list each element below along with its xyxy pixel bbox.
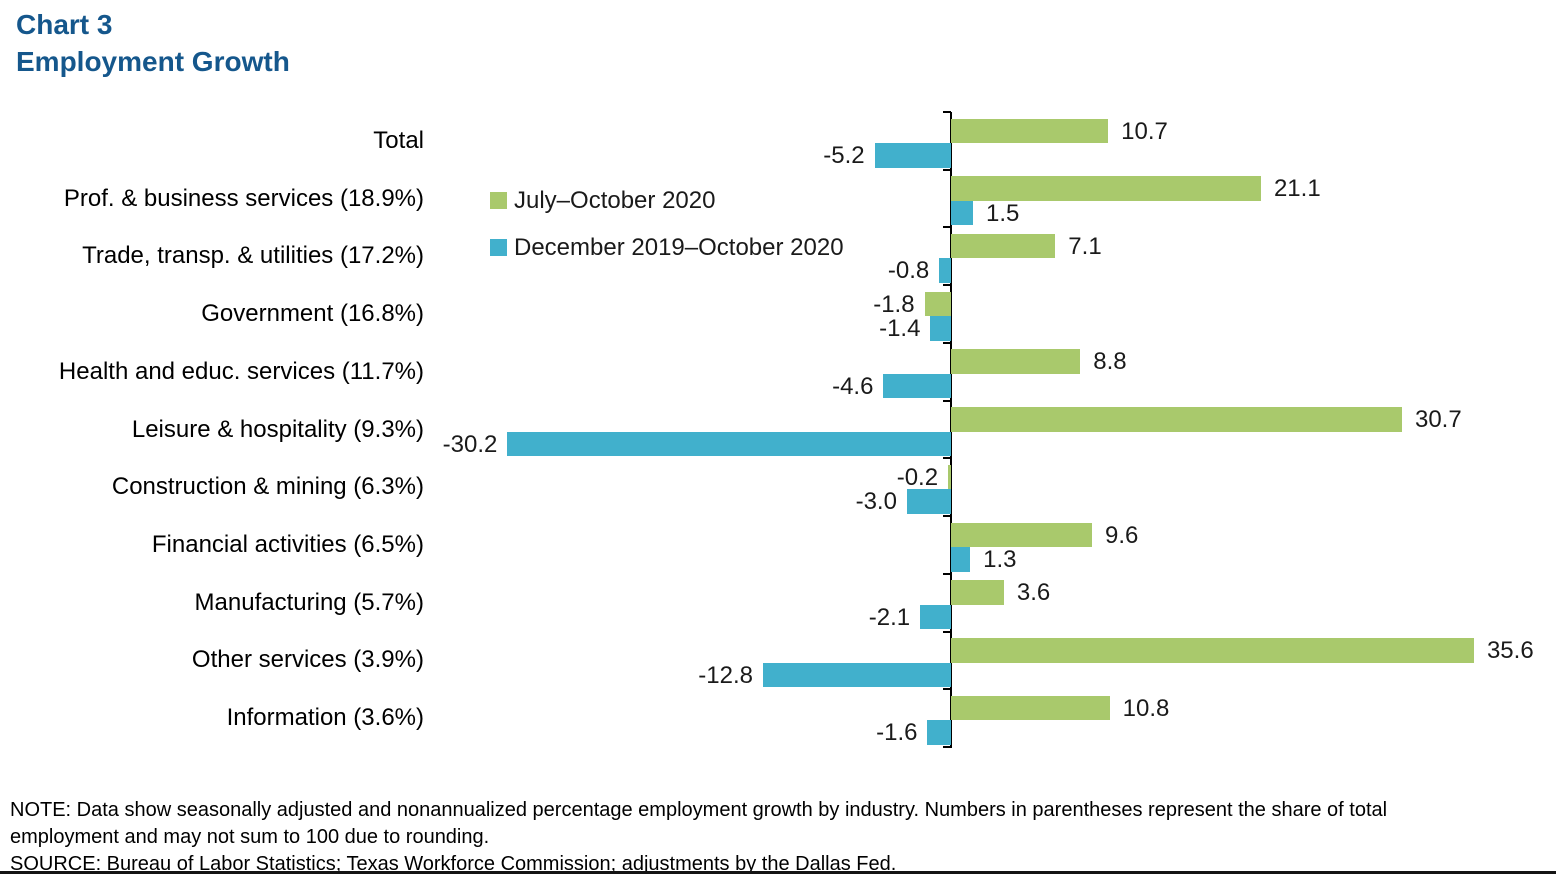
value-label: 8.8 bbox=[1093, 348, 1127, 376]
bar-december-october bbox=[930, 316, 951, 341]
bar-december-october bbox=[927, 720, 951, 745]
value-label: -12.8 bbox=[698, 661, 753, 689]
category-label: Construction & mining (6.3%) bbox=[111, 473, 424, 501]
value-label: -2.1 bbox=[868, 603, 911, 631]
chart-number: Chart 3 bbox=[16, 9, 113, 40]
category-label: Information (3.6%) bbox=[226, 704, 424, 732]
category-label: Trade, transp. & utilities (17.2%) bbox=[82, 242, 424, 270]
category-label: Financial activities (6.5%) bbox=[151, 530, 424, 558]
axis-tick bbox=[943, 515, 951, 518]
axis-tick bbox=[943, 399, 951, 402]
axis-tick bbox=[943, 688, 951, 691]
category-label: Government (16.8%) bbox=[201, 300, 424, 328]
category-label: Prof. & business services (18.9%) bbox=[63, 184, 424, 212]
axis-tick bbox=[943, 572, 951, 575]
value-label: -4.6 bbox=[832, 372, 874, 400]
bar-july-october bbox=[924, 291, 951, 317]
value-label: 10.7 bbox=[1121, 117, 1168, 145]
chart-title: Employment Growth bbox=[16, 46, 290, 77]
value-label: -3.0 bbox=[855, 488, 897, 516]
bar-december-october bbox=[939, 258, 951, 283]
bar-december-october bbox=[951, 200, 974, 226]
axis-tick bbox=[943, 630, 951, 633]
axis-tick bbox=[943, 341, 951, 344]
note-text: NOTE: Data show seasonally adjusted and … bbox=[10, 799, 1388, 848]
axis-tick bbox=[943, 226, 951, 229]
value-label: 1.5 bbox=[986, 199, 1020, 227]
value-label: 21.1 bbox=[1273, 175, 1321, 203]
axis-tick bbox=[943, 746, 951, 749]
bar-july-october bbox=[951, 349, 1081, 374]
value-label: 30.7 bbox=[1414, 406, 1462, 434]
value-label: 3.6 bbox=[1016, 579, 1051, 607]
axis-tick bbox=[943, 457, 951, 460]
page-title: Chart 3 Employment Growth bbox=[16, 6, 290, 80]
value-label: 1.3 bbox=[983, 546, 1017, 574]
legend-label: July–October 2020 bbox=[514, 187, 716, 214]
bar-july-october bbox=[951, 407, 1402, 432]
bar-july-october bbox=[948, 464, 951, 490]
category-label: Health and educ. services (11.7%) bbox=[58, 357, 424, 385]
bar-december-october bbox=[874, 143, 951, 168]
value-label: -1.6 bbox=[876, 719, 918, 747]
bar-december-october bbox=[906, 489, 951, 514]
category-label: Other services (3.9%) bbox=[191, 646, 424, 674]
bar-july-october bbox=[951, 580, 1004, 605]
bottom-rule bbox=[0, 871, 1556, 874]
axis-tick bbox=[943, 168, 951, 171]
legend-label: December 2019–October 2020 bbox=[514, 234, 844, 261]
value-label: -30.2 bbox=[442, 430, 498, 458]
category-label: Total bbox=[373, 126, 424, 154]
bar-july-october bbox=[951, 233, 1056, 259]
footnote: NOTE: Data show seasonally adjusted and … bbox=[10, 797, 1465, 878]
value-label: 10.8 bbox=[1122, 694, 1170, 722]
legend-swatch-green-icon bbox=[490, 192, 507, 209]
bar-july-october bbox=[951, 638, 1474, 663]
value-label: -0.8 bbox=[887, 257, 930, 285]
bar-july-october bbox=[951, 176, 1261, 201]
legend-swatch-blue-icon bbox=[490, 239, 507, 256]
bar-july-october bbox=[951, 522, 1093, 548]
axis-tick bbox=[943, 111, 951, 113]
source-text: SOURCE: Bureau of Labor Statistics; Texa… bbox=[10, 853, 897, 875]
bar-july-october bbox=[951, 695, 1110, 721]
value-label: -5.2 bbox=[823, 142, 865, 169]
bar-december-october bbox=[920, 604, 951, 630]
value-label: -1.4 bbox=[879, 315, 921, 343]
category-label: Leisure & hospitality (9.3%) bbox=[131, 415, 424, 443]
value-label: -1.8 bbox=[873, 290, 915, 318]
bar-december-october bbox=[762, 662, 951, 688]
category-label: Manufacturing (5.7%) bbox=[194, 588, 424, 616]
value-label: -0.2 bbox=[896, 463, 939, 491]
bar-december-october bbox=[951, 547, 971, 572]
value-label: 9.6 bbox=[1105, 521, 1139, 549]
bar-december-october bbox=[507, 431, 951, 457]
value-label: 7.1 bbox=[1068, 232, 1102, 260]
value-label: 35.6 bbox=[1486, 637, 1534, 665]
bar-december-october bbox=[883, 373, 951, 399]
bar-july-october bbox=[951, 118, 1109, 143]
axis-tick bbox=[943, 284, 951, 287]
